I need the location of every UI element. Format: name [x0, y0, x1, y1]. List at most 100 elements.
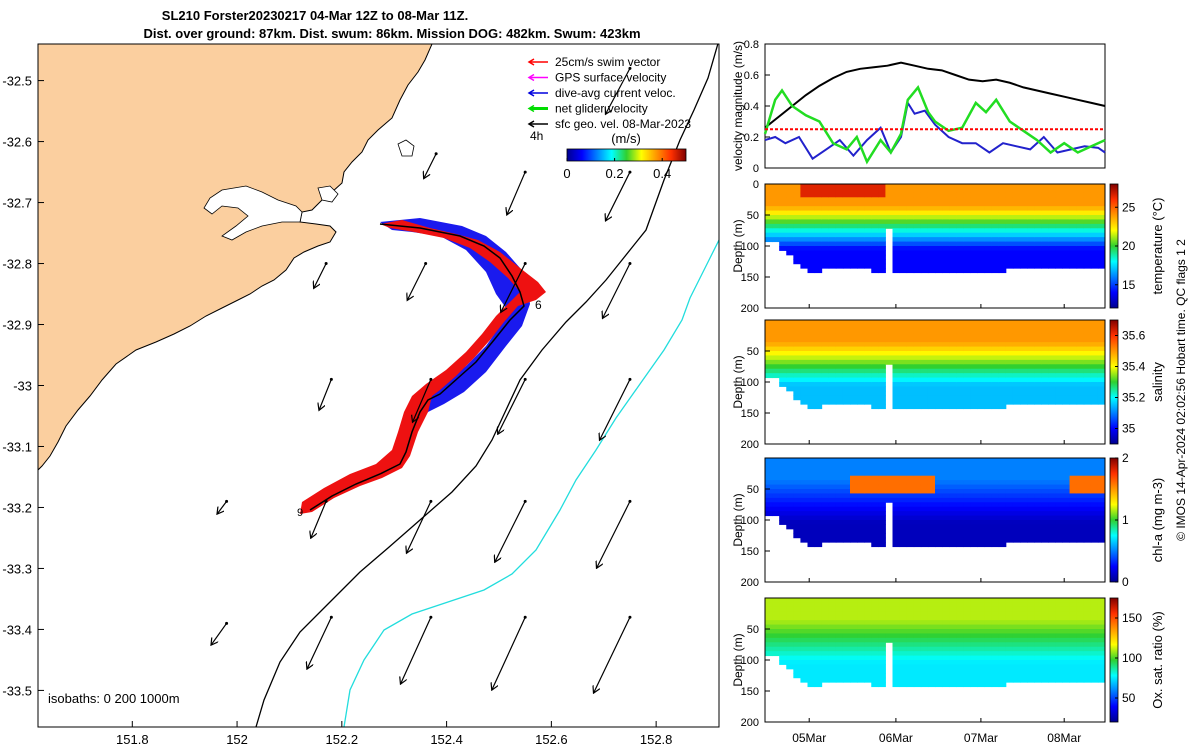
section-cell [878, 677, 886, 683]
section-cell [1055, 466, 1063, 472]
section-cell [1034, 215, 1042, 220]
section-cell [878, 215, 886, 220]
track-label-6: 6 [535, 298, 542, 312]
section-cell [970, 515, 978, 521]
section-cell [864, 475, 872, 481]
section-cell [779, 611, 787, 617]
section-cell [857, 677, 865, 683]
section-cell [779, 232, 787, 238]
section-cell [949, 263, 957, 269]
section-cell [842, 320, 851, 325]
section-cell [949, 682, 957, 688]
section-cell [956, 506, 964, 512]
section-cell [864, 655, 872, 661]
section-cell [1027, 386, 1035, 392]
section-cell [1069, 664, 1078, 670]
section-cell [1012, 237, 1021, 243]
section-cell [991, 364, 1000, 370]
section-cell [942, 484, 950, 490]
section-cell [913, 475, 922, 481]
section-cell [779, 637, 787, 643]
section-cell [913, 484, 922, 490]
section-cell [1041, 232, 1049, 238]
section-cell [963, 399, 971, 405]
section-cell [956, 655, 964, 661]
section-cell [991, 515, 1000, 521]
section-cell [800, 629, 808, 634]
section-cell [779, 629, 787, 634]
section-cell [864, 337, 872, 343]
section-cell [850, 364, 858, 370]
section-cell [927, 268, 936, 274]
section-cell [1041, 462, 1049, 468]
section-cell [828, 395, 837, 401]
section-cell [857, 471, 865, 477]
section-cell [1012, 399, 1021, 405]
section-cell [956, 215, 964, 220]
section-cell [1041, 493, 1049, 499]
section-cell [970, 192, 978, 198]
grid-dot-7 [628, 262, 632, 266]
section-cell [1027, 337, 1035, 343]
section-cell [991, 263, 1000, 269]
section-cell [899, 373, 908, 379]
section-cell [1062, 471, 1071, 477]
section-cell [998, 620, 1007, 626]
section-cell [1097, 515, 1106, 521]
section-cell [1048, 215, 1056, 220]
section-cell [835, 390, 844, 396]
section-cell [807, 342, 816, 348]
section-cell [935, 655, 943, 661]
section-cell [1005, 633, 1014, 639]
section-cell [1062, 620, 1071, 626]
section-cell [1034, 259, 1042, 265]
section-cell [1097, 232, 1106, 238]
section-cell [857, 346, 865, 352]
section-cell [913, 537, 922, 543]
section-cell [821, 232, 830, 238]
section-cell [977, 337, 986, 343]
section-cell [892, 480, 901, 486]
section-cell [1090, 228, 1099, 234]
section-cell [1083, 471, 1092, 477]
section-cell [970, 359, 978, 365]
section-cell [850, 646, 858, 652]
section-cell [850, 382, 858, 387]
map-xtick-label: 152 [226, 732, 248, 747]
section-cell [857, 489, 865, 494]
section-cell [1097, 629, 1106, 634]
section-cell [765, 215, 773, 220]
section-cell [984, 192, 993, 198]
section-cell [864, 611, 872, 617]
section-cell [1005, 368, 1014, 374]
section-cell [920, 342, 929, 348]
section-cell [807, 642, 816, 648]
section-cell [899, 493, 908, 499]
section-cell [864, 386, 872, 392]
section-cell [1090, 668, 1099, 674]
section-cell [821, 489, 830, 494]
section-cell [1076, 493, 1085, 499]
section-cell [977, 206, 986, 212]
section-cell [970, 333, 978, 339]
section-cell [850, 642, 858, 648]
section-cell [1062, 320, 1071, 325]
section-cell [885, 337, 893, 343]
section-cell [906, 520, 915, 525]
section-cell [970, 399, 978, 405]
section-cell [814, 228, 823, 234]
section-cell [1076, 480, 1085, 486]
section-cell [871, 250, 879, 256]
section-cell [1034, 506, 1042, 512]
section-cell [998, 520, 1007, 525]
section-cell [1012, 537, 1021, 543]
section-cell [892, 250, 901, 256]
section-cell [1069, 629, 1078, 634]
section-cell [1005, 642, 1014, 648]
section-cell [1090, 337, 1099, 343]
section-cell [821, 320, 830, 325]
section-cell [885, 624, 893, 630]
section-cell [956, 241, 964, 247]
section-cell [1020, 328, 1028, 334]
section-cell [878, 615, 886, 621]
